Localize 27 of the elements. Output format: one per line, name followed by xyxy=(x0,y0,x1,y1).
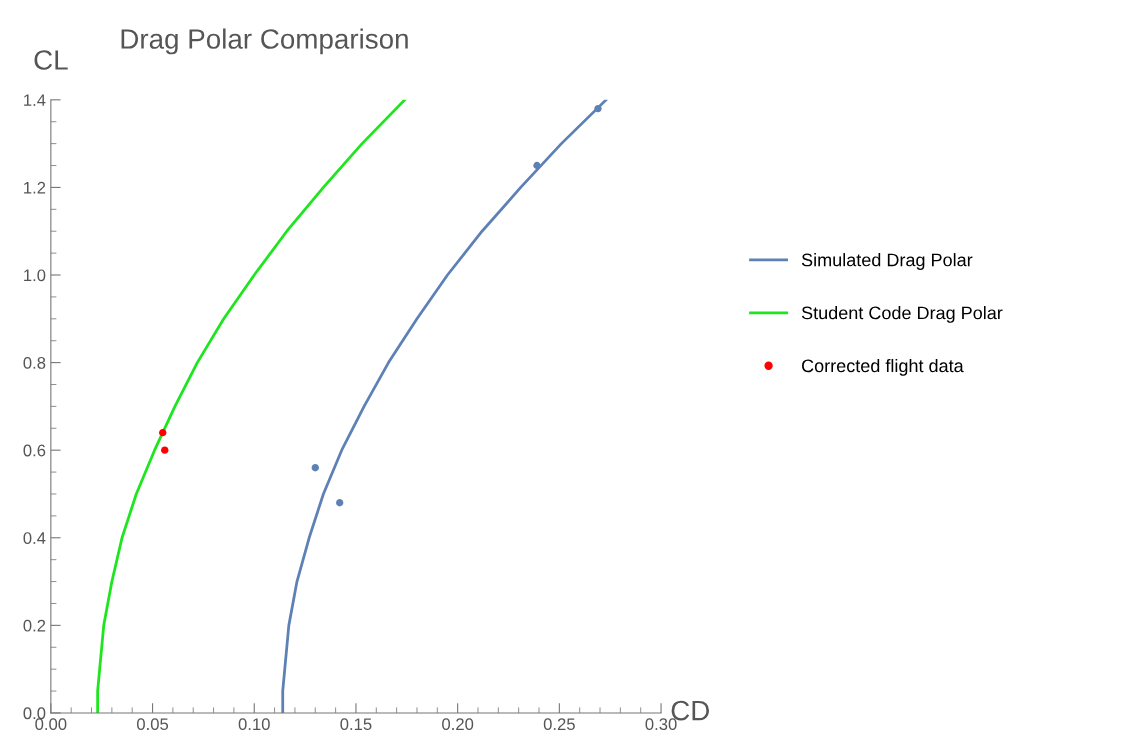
legend-label: Student Code Drag Polar xyxy=(801,306,1003,323)
point xyxy=(594,104,602,113)
legend-label: Corrected flight data xyxy=(802,358,964,376)
point xyxy=(161,446,169,454)
y-tick-label: 0.4 xyxy=(23,532,46,544)
y-axis-title: CL xyxy=(34,50,68,70)
x-tick-label: 0.25 xyxy=(543,718,575,731)
line-series xyxy=(281,99,608,713)
x-tick-label: 0.10 xyxy=(238,718,270,731)
x-tick-label: 0.20 xyxy=(442,718,474,731)
point xyxy=(311,464,319,472)
point xyxy=(159,429,167,437)
x-tick-label: 0.00 xyxy=(35,718,67,731)
x-tick-label: 0.15 xyxy=(340,718,372,731)
y-tick-label: 0.6 xyxy=(23,444,46,457)
chart-title: Drag Polar Comparison xyxy=(121,28,408,55)
y-tick-label: 1.0 xyxy=(24,269,46,282)
line-series xyxy=(96,99,407,713)
point xyxy=(533,161,541,170)
y-tick-label: 1.4 xyxy=(24,94,46,106)
y-tick-label: 0.8 xyxy=(23,357,46,369)
y-tick-label: 1.2 xyxy=(24,181,46,194)
y-tick-label: 0.2 xyxy=(23,619,46,632)
y-tick-label: 0.0 xyxy=(23,707,46,720)
point xyxy=(336,499,344,507)
legend-label: Simulated Drag Polar xyxy=(801,253,973,270)
x-tick-label: 0.05 xyxy=(136,718,169,731)
